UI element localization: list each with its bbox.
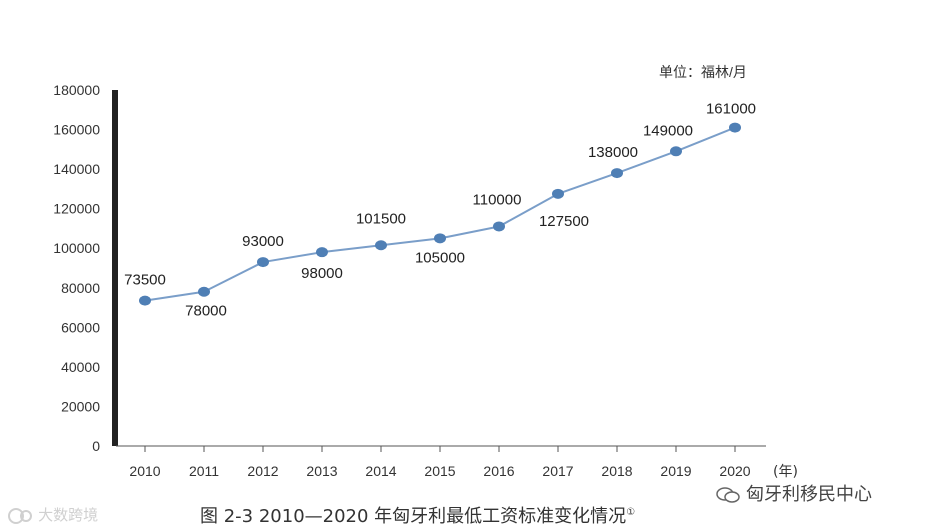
series-segment <box>616 150 677 175</box>
x-tick-label: 2013 <box>306 463 337 479</box>
wechat-icon <box>716 487 740 503</box>
figure-caption: 图 2-3 2010—2020 年匈牙利最低工资标准变化情况① <box>200 502 635 528</box>
brand-icon <box>8 508 32 525</box>
data-label: 101500 <box>356 210 406 227</box>
x-unit-label: (年) <box>773 464 798 480</box>
x-tick-label: 2012 <box>247 463 278 479</box>
data-label: 138000 <box>588 144 638 161</box>
y-tick-label: 180000 <box>53 82 100 98</box>
data-point <box>552 188 564 199</box>
data-label: 73500 <box>124 272 166 289</box>
series-segment <box>262 251 323 264</box>
watermark-right-text: 匈牙利移民中心 <box>746 484 873 504</box>
data-label: 161000 <box>706 101 756 118</box>
x-tick-label: 2010 <box>129 463 160 479</box>
x-tick-label: 2016 <box>483 463 514 479</box>
x-tick-label: 2015 <box>424 463 455 479</box>
data-point <box>670 146 682 157</box>
data-point <box>257 257 269 268</box>
y-tick-label: 0 <box>92 438 100 454</box>
data-point <box>139 295 151 306</box>
series-segment <box>144 290 205 302</box>
data-label: 149000 <box>643 122 693 139</box>
y-tick-label: 160000 <box>53 122 100 138</box>
series-segment <box>203 261 264 293</box>
series-line <box>144 126 736 302</box>
series-segment <box>380 237 441 247</box>
x-tick-label: 2017 <box>542 463 573 479</box>
watermark-left: 大数跨境 <box>8 504 98 525</box>
series-segment <box>675 126 736 153</box>
y-axis-line <box>112 90 118 446</box>
y-tick-label: 140000 <box>53 161 100 177</box>
data-point <box>493 221 505 232</box>
y-tick-label: 100000 <box>53 240 100 256</box>
y-tick-label: 40000 <box>61 359 100 375</box>
data-point <box>611 168 623 179</box>
data-label: 127500 <box>539 213 589 230</box>
axes <box>112 90 766 452</box>
y-tick-label: 60000 <box>61 319 100 335</box>
data-label: 98000 <box>301 265 343 282</box>
series-segment <box>557 172 618 195</box>
data-labels: 73500 78000 93000 98000 101500 105000 110000 12… <box>124 101 756 320</box>
data-point <box>434 233 446 244</box>
data-points <box>139 122 741 306</box>
caption-text: 图 2-3 2010—2020 年匈牙利最低工资标准变化情况 <box>200 506 627 527</box>
y-tick-label: 80000 <box>61 280 100 296</box>
x-tick-label: 2019 <box>660 463 691 479</box>
y-tick-label: 120000 <box>53 201 100 217</box>
y-tick-label: 20000 <box>61 398 100 414</box>
x-tick-label: 2018 <box>601 463 632 479</box>
data-label: 78000 <box>185 303 227 320</box>
data-point <box>198 286 210 297</box>
data-point <box>316 247 328 258</box>
x-tick-label: 2011 <box>189 463 219 479</box>
data-label: 93000 <box>242 233 284 250</box>
series-segment <box>321 244 382 254</box>
x-tick-label: 2014 <box>365 463 396 479</box>
series-segment <box>498 192 559 228</box>
data-point <box>375 240 387 251</box>
data-point <box>729 122 741 133</box>
tick-labels: 0 20000 40000 60000 80000 100000 120000 140000 1… <box>53 82 798 480</box>
data-label: 105000 <box>415 249 465 266</box>
x-tick-label: 2020 <box>719 463 750 479</box>
series-segment <box>439 225 500 240</box>
footnote-mark: ① <box>626 507 636 518</box>
watermark-left-text: 大数跨境 <box>38 507 99 524</box>
watermark-right: 匈牙利移民中心 <box>715 480 872 506</box>
unit-label: 单位：福林/月 <box>659 64 747 80</box>
data-label: 110000 <box>473 191 522 208</box>
